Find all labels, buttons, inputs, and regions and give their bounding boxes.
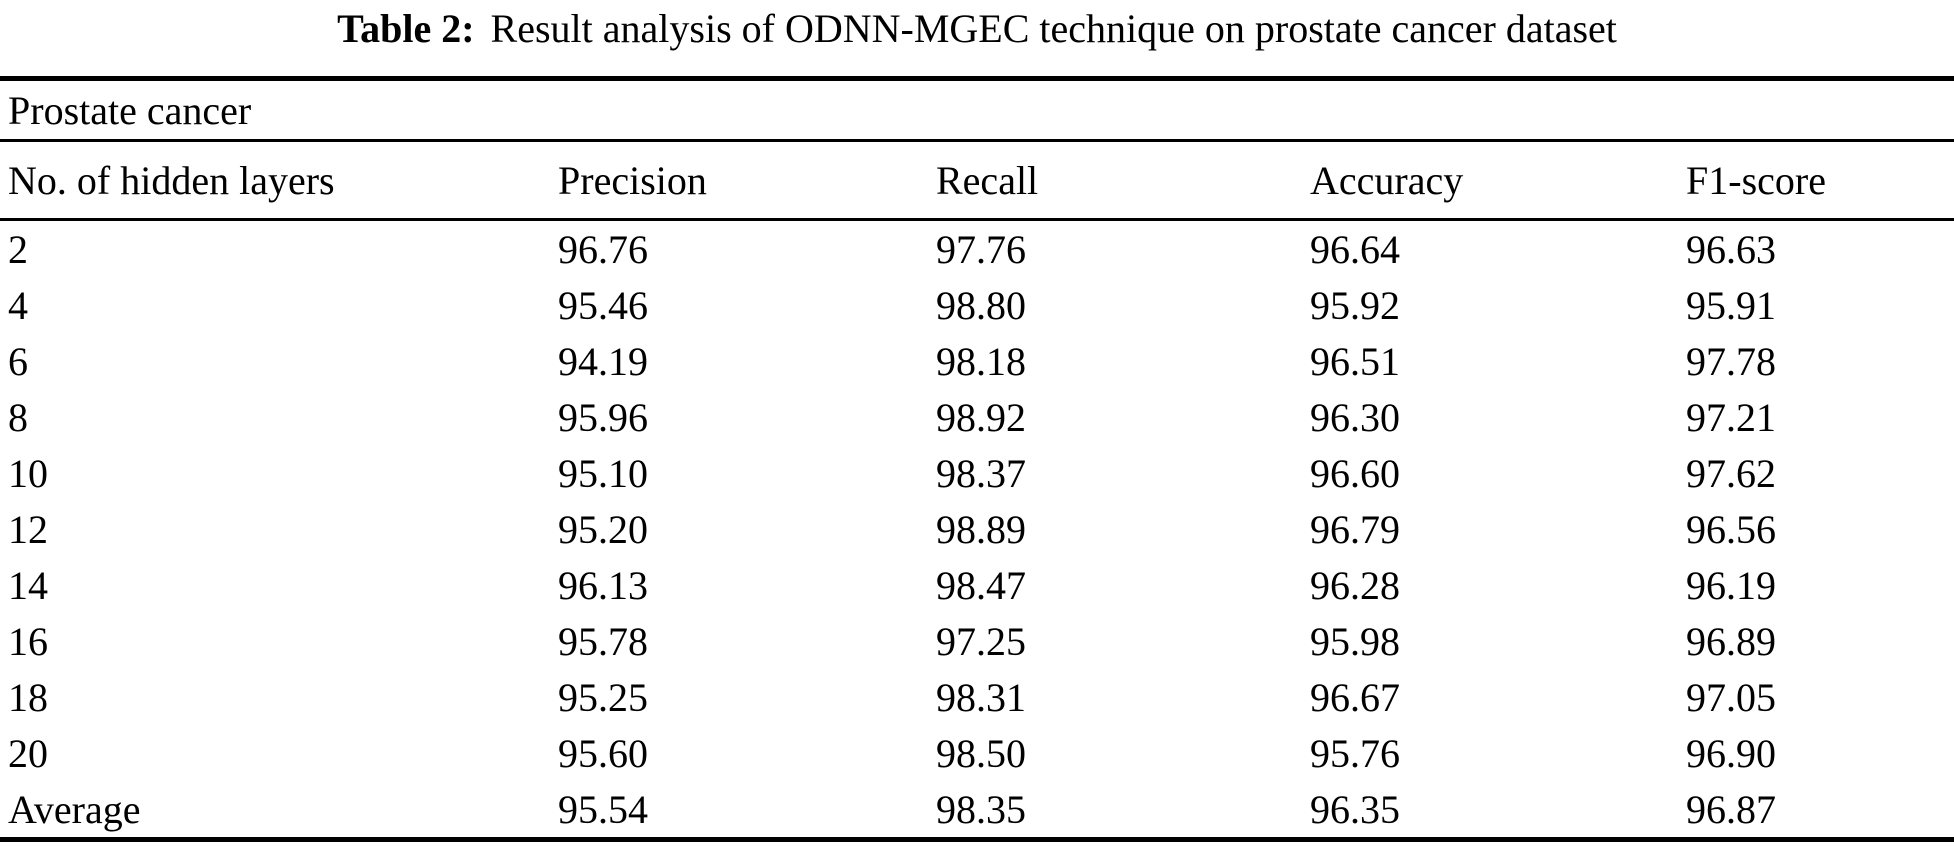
row-label-cell: 20 bbox=[8, 730, 48, 776]
row-label-cell: Average bbox=[8, 786, 141, 832]
table-row: 2 96.76 97.76 96.64 96.63 bbox=[0, 220, 1954, 278]
precision-cell: 95.60 bbox=[558, 730, 648, 776]
accuracy-cell: 96.67 bbox=[1310, 674, 1400, 720]
recall-cell: 98.47 bbox=[936, 562, 1026, 608]
column-header-f1-score: F1-score bbox=[1678, 140, 1954, 221]
f1-score-cell: 97.62 bbox=[1686, 450, 1776, 496]
accuracy-cell: 96.28 bbox=[1310, 562, 1400, 608]
table-row: 18 95.25 98.31 96.67 97.05 bbox=[0, 669, 1954, 725]
row-label-cell: 4 bbox=[8, 282, 28, 328]
recall-cell: 98.80 bbox=[936, 282, 1026, 328]
table-caption-label: Table 2: bbox=[337, 6, 475, 51]
table-row: Average 95.54 98.35 96.35 96.87 bbox=[0, 781, 1954, 840]
precision-cell: 95.54 bbox=[558, 786, 648, 832]
row-label-cell: 8 bbox=[8, 394, 28, 440]
table-caption-text: Result analysis of ODNN-MGEC technique o… bbox=[490, 6, 1617, 51]
f1-score-cell: 95.91 bbox=[1686, 282, 1776, 328]
recall-cell: 98.31 bbox=[936, 674, 1026, 720]
f1-score-cell: 96.87 bbox=[1686, 786, 1776, 832]
recall-cell: 97.76 bbox=[936, 226, 1026, 272]
table-row: 8 95.96 98.92 96.30 97.21 bbox=[0, 389, 1954, 445]
table-row: 4 95.46 98.80 95.92 95.91 bbox=[0, 277, 1954, 333]
f1-score-cell: 96.56 bbox=[1686, 506, 1776, 552]
table-body: 2 96.76 97.76 96.64 96.63 4 95.46 98.80 … bbox=[0, 220, 1954, 840]
table-row: 12 95.20 98.89 96.79 96.56 bbox=[0, 501, 1954, 557]
f1-score-cell: 96.89 bbox=[1686, 618, 1776, 664]
column-header-row: No. of hidden layers Precision Recall Ac… bbox=[0, 140, 1954, 221]
table-head: Prostate cancer No. of hidden layers Pre… bbox=[0, 78, 1954, 221]
recall-cell: 98.35 bbox=[936, 786, 1026, 832]
results-table: Prostate cancer No. of hidden layers Pre… bbox=[0, 76, 1954, 842]
precision-cell: 95.20 bbox=[558, 506, 648, 552]
recall-cell: 97.25 bbox=[936, 618, 1026, 664]
precision-cell: 95.46 bbox=[558, 282, 648, 328]
precision-cell: 95.78 bbox=[558, 618, 648, 664]
f1-score-cell: 97.05 bbox=[1686, 674, 1776, 720]
column-header-accuracy: Accuracy bbox=[1302, 140, 1678, 221]
table-row: 10 95.10 98.37 96.60 97.62 bbox=[0, 445, 1954, 501]
column-header-hidden-layers: No. of hidden layers bbox=[0, 140, 550, 221]
table-row: 6 94.19 98.18 96.51 97.78 bbox=[0, 333, 1954, 389]
f1-score-cell: 96.19 bbox=[1686, 562, 1776, 608]
recall-cell: 98.50 bbox=[936, 730, 1026, 776]
row-label-cell: 16 bbox=[8, 618, 48, 664]
precision-cell: 94.19 bbox=[558, 338, 648, 384]
row-label-cell: 6 bbox=[8, 338, 28, 384]
table-row: 14 96.13 98.47 96.28 96.19 bbox=[0, 557, 1954, 613]
accuracy-cell: 95.98 bbox=[1310, 618, 1400, 664]
accuracy-cell: 96.30 bbox=[1310, 394, 1400, 440]
accuracy-cell: 96.79 bbox=[1310, 506, 1400, 552]
group-header-row: Prostate cancer bbox=[0, 78, 1954, 142]
table-row: 20 95.60 98.50 95.76 96.90 bbox=[0, 725, 1954, 781]
accuracy-cell: 96.64 bbox=[1310, 226, 1400, 272]
group-header-label: Prostate cancer bbox=[0, 78, 1954, 142]
precision-cell: 95.96 bbox=[558, 394, 648, 440]
precision-cell: 96.13 bbox=[558, 562, 648, 608]
f1-score-cell: 97.21 bbox=[1686, 394, 1776, 440]
precision-cell: 95.25 bbox=[558, 674, 648, 720]
precision-cell: 96.76 bbox=[558, 226, 648, 272]
f1-score-cell: 97.78 bbox=[1686, 338, 1776, 384]
table-row: 16 95.78 97.25 95.98 96.89 bbox=[0, 613, 1954, 669]
column-header-recall: Recall bbox=[928, 140, 1302, 221]
accuracy-cell: 96.51 bbox=[1310, 338, 1400, 384]
f1-score-cell: 96.63 bbox=[1686, 226, 1776, 272]
recall-cell: 98.18 bbox=[936, 338, 1026, 384]
recall-cell: 98.89 bbox=[936, 506, 1026, 552]
row-label-cell: 2 bbox=[8, 226, 28, 272]
recall-cell: 98.92 bbox=[936, 394, 1026, 440]
accuracy-cell: 95.76 bbox=[1310, 730, 1400, 776]
table-caption: Table 2: Result analysis of ODNN-MGEC tec… bbox=[0, 0, 1954, 76]
row-label-cell: 12 bbox=[8, 506, 48, 552]
precision-cell: 95.10 bbox=[558, 450, 648, 496]
column-header-precision: Precision bbox=[550, 140, 928, 221]
row-label-cell: 10 bbox=[8, 450, 48, 496]
accuracy-cell: 96.60 bbox=[1310, 450, 1400, 496]
accuracy-cell: 96.35 bbox=[1310, 786, 1400, 832]
row-label-cell: 14 bbox=[8, 562, 48, 608]
recall-cell: 98.37 bbox=[936, 450, 1026, 496]
row-label-cell: 18 bbox=[8, 674, 48, 720]
f1-score-cell: 96.90 bbox=[1686, 730, 1776, 776]
accuracy-cell: 95.92 bbox=[1310, 282, 1400, 328]
